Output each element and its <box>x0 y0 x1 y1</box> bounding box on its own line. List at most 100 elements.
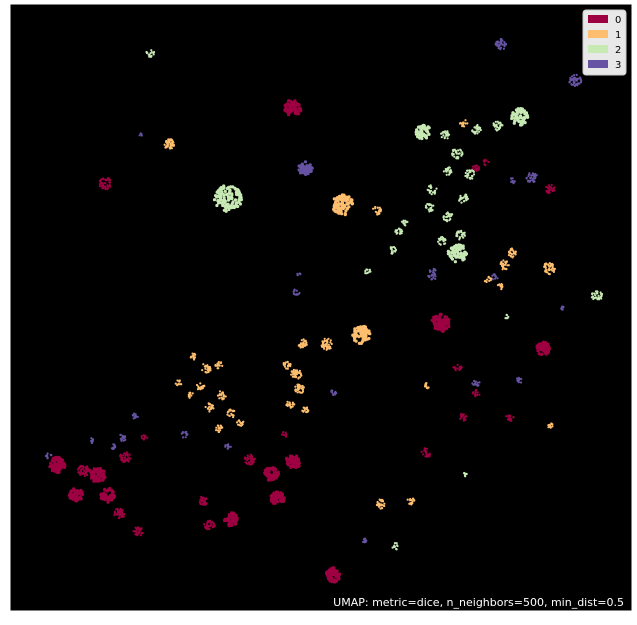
data-point <box>297 112 301 116</box>
cluster-series-1-10 <box>320 337 333 351</box>
data-point <box>542 345 547 349</box>
cluster-series-1-18 <box>201 363 212 374</box>
data-point <box>291 103 295 107</box>
data-point <box>214 363 217 367</box>
data-point <box>444 238 447 241</box>
data-point <box>201 369 204 372</box>
data-point <box>208 408 211 411</box>
data-point <box>228 189 232 193</box>
data-point <box>204 405 207 409</box>
data-point <box>506 418 510 421</box>
data-point <box>421 124 425 128</box>
data-point <box>450 251 454 255</box>
data-point <box>209 519 212 522</box>
data-point <box>539 344 543 348</box>
data-point <box>184 436 187 439</box>
data-point <box>221 364 224 367</box>
cluster-series-0-5 <box>471 164 481 172</box>
data-point <box>284 431 287 434</box>
data-point <box>330 576 334 580</box>
data-point <box>131 414 134 417</box>
data-point <box>121 511 124 514</box>
data-point <box>529 179 533 182</box>
data-point <box>458 247 462 251</box>
data-point <box>550 183 553 186</box>
data-point <box>459 194 462 197</box>
data-point <box>219 429 222 432</box>
cluster-series-1-1 <box>332 193 354 217</box>
scatter-points <box>44 38 604 584</box>
data-point <box>118 516 121 519</box>
data-point <box>460 201 463 204</box>
data-point <box>134 526 137 529</box>
data-point <box>441 321 445 325</box>
data-point <box>396 544 399 548</box>
data-point <box>324 345 327 348</box>
cluster-series-0-10 <box>420 447 431 458</box>
data-point <box>102 491 106 495</box>
cluster-series-3-8 <box>292 288 301 296</box>
data-point <box>427 132 431 136</box>
cluster-series-2-14 <box>455 229 466 241</box>
data-point <box>459 251 463 255</box>
cluster-series-3-16 <box>180 430 189 439</box>
data-point <box>220 392 223 395</box>
data-point <box>220 187 224 191</box>
data-point <box>512 416 515 419</box>
data-point <box>215 190 219 194</box>
data-point <box>188 395 191 398</box>
data-point <box>206 371 209 374</box>
data-point <box>102 469 106 473</box>
data-point <box>518 377 521 380</box>
data-point <box>340 201 344 205</box>
data-point <box>236 204 240 209</box>
data-point <box>473 126 476 129</box>
data-point <box>521 118 525 122</box>
data-point <box>119 437 122 440</box>
data-point <box>435 187 438 190</box>
data-point <box>199 382 202 385</box>
data-point <box>517 380 520 383</box>
data-point <box>592 297 595 301</box>
data-point <box>503 41 506 44</box>
data-point <box>455 250 459 254</box>
data-point <box>186 433 189 436</box>
data-point <box>342 193 346 197</box>
data-point <box>409 502 412 505</box>
cluster-series-2-8 <box>464 169 476 180</box>
data-point <box>376 501 379 504</box>
data-point <box>263 468 268 472</box>
cluster-series-2-22 <box>504 313 510 320</box>
data-point <box>321 343 324 346</box>
data-point <box>507 414 510 417</box>
data-point <box>499 121 502 124</box>
data-point <box>170 138 173 141</box>
data-point <box>285 433 288 436</box>
cluster-series-3-21 <box>362 537 368 544</box>
data-point <box>139 534 142 537</box>
data-point <box>75 491 79 495</box>
data-point <box>217 430 220 433</box>
data-point <box>285 367 288 370</box>
data-point <box>212 521 215 525</box>
cluster-series-0-18 <box>132 526 144 537</box>
data-point <box>406 498 409 501</box>
data-point <box>298 272 301 275</box>
data-point <box>437 320 442 324</box>
data-point <box>117 510 120 513</box>
data-point <box>463 125 466 128</box>
data-point <box>219 424 222 427</box>
cluster-series-2-10 <box>458 193 469 204</box>
data-point <box>127 456 130 459</box>
data-point <box>204 502 207 505</box>
data-point <box>123 436 126 439</box>
data-point <box>498 44 501 47</box>
data-point <box>390 250 393 253</box>
data-point <box>434 277 437 280</box>
data-point <box>200 498 203 501</box>
cluster-series-3-20 <box>138 132 143 137</box>
data-point <box>363 328 368 333</box>
data-point <box>123 456 127 459</box>
data-point <box>461 414 465 417</box>
series-1-points <box>163 119 557 510</box>
